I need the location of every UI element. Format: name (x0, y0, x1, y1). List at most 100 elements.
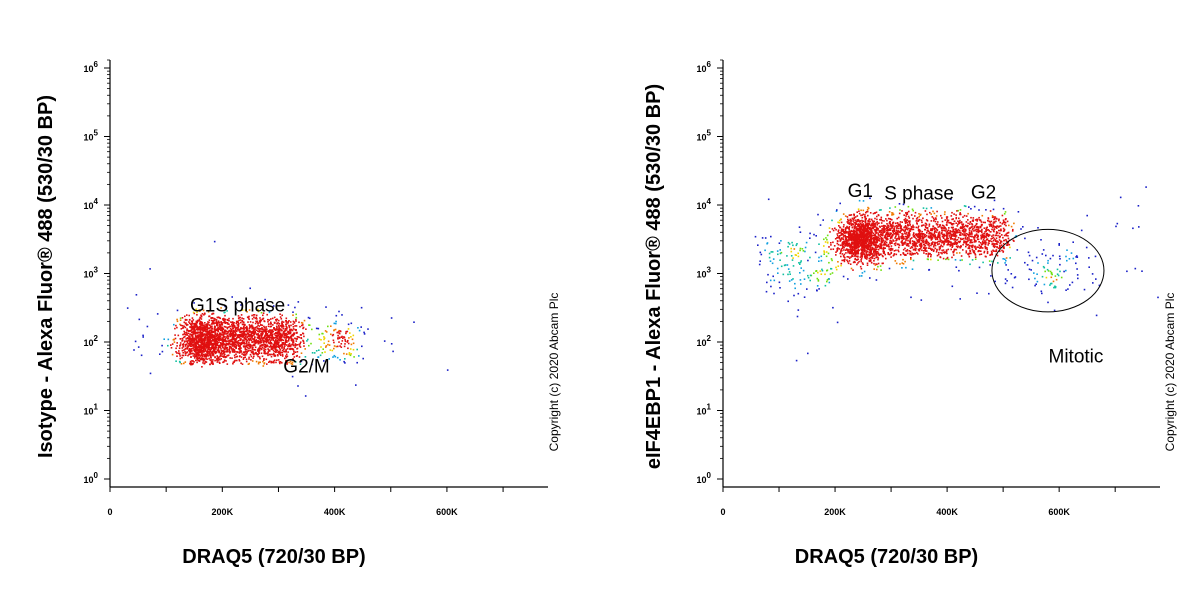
data-point (938, 232, 940, 235)
data-point (930, 220, 933, 222)
data-point (973, 238, 976, 241)
data-point (876, 263, 878, 266)
data-point (990, 220, 993, 223)
data-point (220, 326, 223, 328)
data-point (254, 332, 257, 334)
data-point (850, 214, 853, 216)
data-point (916, 216, 919, 219)
data-point (864, 254, 866, 256)
data-point (392, 350, 394, 353)
data-point (871, 246, 874, 249)
data-point (276, 354, 279, 356)
data-point (986, 251, 989, 253)
data-point (877, 245, 880, 247)
data-point (274, 343, 277, 345)
data-point (969, 250, 972, 253)
data-point (200, 318, 203, 320)
data-point (188, 319, 191, 321)
data-point (953, 213, 955, 215)
data-point (272, 305, 275, 307)
data-point (240, 351, 243, 353)
data-point (864, 233, 867, 236)
data-point (223, 339, 225, 341)
data-point (847, 262, 850, 265)
data-point (167, 344, 169, 347)
data-point (335, 314, 338, 317)
data-point (179, 355, 181, 357)
data-point (945, 241, 947, 243)
data-point (199, 317, 202, 319)
data-point (846, 236, 848, 238)
data-point (200, 314, 202, 317)
data-point (875, 231, 878, 233)
data-point (835, 210, 838, 212)
data-point (203, 314, 205, 316)
data-point (992, 236, 995, 239)
data-point (969, 235, 972, 238)
data-point (845, 231, 847, 233)
data-point (317, 327, 320, 330)
data-point (942, 251, 944, 254)
data-point (264, 343, 266, 346)
data-point (989, 264, 991, 266)
data-point (248, 329, 251, 332)
data-point (848, 219, 850, 222)
data-point (258, 331, 260, 333)
data-point (244, 354, 247, 356)
data-point (855, 221, 857, 224)
data-point (218, 323, 221, 326)
data-point (962, 226, 965, 229)
data-point (914, 211, 917, 214)
data-point (142, 336, 144, 338)
data-point (222, 335, 225, 337)
data-point (277, 354, 279, 357)
data-point (201, 322, 203, 325)
data-point (183, 325, 185, 328)
data-point (865, 253, 868, 255)
data-point (913, 226, 915, 228)
data-point (305, 328, 307, 330)
data-point (874, 241, 877, 243)
data-point (311, 352, 314, 354)
data-point (170, 344, 172, 346)
data-point (189, 362, 191, 365)
data-point (863, 225, 865, 227)
data-point (176, 342, 178, 344)
data-point (934, 241, 937, 244)
data-point (197, 341, 200, 344)
data-point (200, 342, 203, 345)
data-point (210, 359, 212, 361)
data-point (897, 223, 900, 226)
data-point (240, 335, 243, 338)
data-point (862, 251, 864, 253)
data-point (214, 322, 217, 324)
data-point (190, 338, 192, 341)
data-point (270, 361, 273, 364)
data-point (886, 219, 888, 222)
data-point (920, 246, 922, 248)
data-point (189, 323, 192, 325)
data-point (184, 347, 187, 350)
data-point (266, 339, 269, 341)
data-point (201, 335, 204, 338)
data-point (288, 332, 291, 335)
data-point (278, 328, 281, 331)
data-point (859, 236, 861, 239)
data-point (254, 346, 257, 349)
data-point (833, 245, 836, 247)
data-point (840, 221, 843, 224)
data-point (854, 230, 857, 233)
data-point (854, 253, 857, 255)
data-point (865, 250, 868, 252)
data-point (862, 240, 864, 242)
data-point (207, 342, 210, 344)
data-point (284, 342, 286, 344)
data-point (210, 357, 212, 359)
data-point (334, 328, 337, 331)
data-point (848, 221, 850, 224)
data-point (880, 247, 883, 249)
data-point (224, 333, 226, 335)
data-point (858, 225, 860, 227)
data-point (988, 220, 991, 223)
data-point (197, 328, 199, 330)
